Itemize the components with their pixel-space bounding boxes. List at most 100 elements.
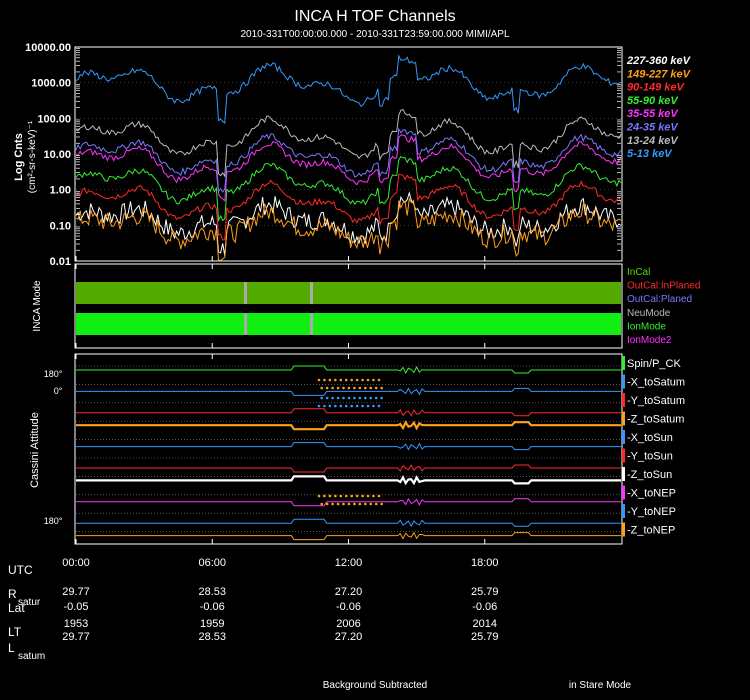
- att-legend-entry: -Z_toSatum: [627, 414, 684, 426]
- tof-legend-entry: 55-90 keV: [627, 95, 679, 107]
- att-oscillation-point: [339, 404, 343, 408]
- table-cell: 28.53: [198, 586, 226, 598]
- tof-legend-entry: 5-13 keV: [627, 148, 673, 160]
- att-oscillation-point: [350, 404, 353, 408]
- table-cell: 25.79: [471, 631, 499, 643]
- mode-legend-entry: OutCal:InPlaned: [627, 281, 700, 292]
- table-row-sublabel: satum: [18, 651, 45, 662]
- mode-gap-1: [244, 282, 247, 304]
- att-oscillation-point: [323, 378, 326, 382]
- att-legend-swatch: [622, 467, 625, 481]
- att-oscillation-point: [344, 404, 348, 408]
- att-oscillation-point: [361, 494, 364, 498]
- att-series-line: [76, 518, 621, 528]
- att-legend-entry: -X_toSatum: [627, 377, 685, 389]
- att-oscillation-point: [377, 494, 381, 498]
- mode-bar-ionmode: [76, 313, 621, 335]
- att-series-line: [76, 442, 621, 451]
- att-legend-entry: -Y_toSatum: [627, 395, 685, 407]
- att-series-line: [76, 420, 621, 431]
- tof-y-tick-label: 0.10: [50, 220, 71, 232]
- x-tick-label: 00:00: [62, 557, 90, 569]
- att-oscillation-point: [358, 396, 362, 400]
- tof-series-line: [75, 127, 622, 193]
- att-legend-swatch: [622, 504, 625, 518]
- att-oscillation-point: [355, 378, 359, 382]
- att-series-line: [76, 387, 621, 396]
- att-oscillation-point: [366, 404, 370, 408]
- table-cell: 1953: [64, 618, 88, 630]
- tof-y-label: Log Cnts: [13, 133, 25, 181]
- tof-series-line: [75, 173, 622, 241]
- att-oscillation-point: [328, 378, 332, 382]
- att-series-line: [76, 408, 621, 417]
- att-oscillation-point: [350, 494, 353, 498]
- att-legend-swatch: [622, 485, 625, 500]
- tof-y-tick-label: 1000.00: [31, 78, 71, 90]
- att-series-line: [76, 463, 621, 473]
- att-oscillation-point: [339, 378, 343, 382]
- att-oscillation-point: [374, 502, 378, 506]
- mode-legend-entry: IonMode2: [627, 335, 672, 346]
- att-tick-180-bottom: 180°: [44, 516, 63, 526]
- att-oscillation-point: [353, 502, 356, 506]
- att-oscillation-point: [355, 494, 359, 498]
- att-legend-swatch: [622, 393, 625, 407]
- att-legend-swatch: [622, 448, 625, 463]
- table-cell: -0.05: [63, 601, 88, 613]
- att-oscillation-point: [323, 404, 326, 408]
- att-series-line: [76, 475, 621, 486]
- tof-legend-entry: 90-149 keV: [627, 82, 686, 94]
- tof-y-tick-label: 1.00: [50, 185, 71, 197]
- tof-y-tick-label: 10000.00: [25, 42, 71, 54]
- mode-gap-4: [310, 313, 313, 335]
- att-oscillation-point: [355, 404, 359, 408]
- tof-series-line: [75, 197, 622, 261]
- mode-bars: [76, 282, 621, 335]
- att-oscillation-point: [353, 386, 356, 390]
- att-oscillation-point: [336, 396, 340, 400]
- mode-legend: InCal OutCal:InPlaned OutCal:Planed NeuMode…: [627, 267, 700, 346]
- table-row-label: R: [8, 587, 17, 601]
- att-oscillation-point: [366, 494, 370, 498]
- att-legend-swatch: [622, 430, 625, 444]
- table-cell: 1959: [200, 618, 224, 630]
- mode-legend-entry: InCal: [627, 267, 650, 278]
- att-oscillation-point: [331, 396, 334, 400]
- mode-legend-entry: IonMode: [627, 321, 666, 332]
- table-cell: 2006: [336, 618, 360, 630]
- att-oscillation-point: [358, 502, 362, 506]
- tof-legend-entry: 149-227 keV: [627, 68, 692, 80]
- table-cell: 29.77: [62, 586, 90, 598]
- x-tick-label: 12:00: [335, 557, 363, 569]
- x-ticks: 00:00 06:00 12:00 18:00: [62, 256, 499, 569]
- att-oscillation-point: [372, 378, 375, 382]
- att-oscillation-point: [372, 404, 375, 408]
- att-oscillation-point: [339, 494, 343, 498]
- tof-series-line: [75, 108, 622, 178]
- attitude-series-group: [76, 365, 621, 541]
- att-oscillation-point: [364, 396, 367, 400]
- tof-legend-entry: 13-24 keV: [627, 135, 679, 147]
- tof-series-group: [75, 54, 622, 261]
- att-oscillation-point: [350, 378, 353, 382]
- mode-legend-entry: OutCal:Planed: [627, 294, 692, 305]
- att-oscillation-point: [325, 396, 329, 400]
- tof-y-tick-label: 0.01: [50, 256, 71, 268]
- tof-y-units: (cm²-sr-s-keV)⁻¹: [27, 120, 38, 193]
- att-tick-0-top: 0°: [54, 386, 63, 396]
- attitude-legend: Spin/P_CK -X_toSatum -Y_toSatum -Z_toSatum -…: [622, 356, 685, 537]
- att-series-line: [76, 531, 621, 541]
- att-legend-swatch: [622, 356, 625, 370]
- mode-gap-2: [310, 282, 313, 304]
- att-oscillation-point: [328, 494, 332, 498]
- att-oscillation-point: [342, 396, 345, 400]
- att-oscillation-point: [320, 502, 324, 506]
- table-cell: 28.53: [198, 631, 226, 643]
- tof-y-tick-label: 10.00: [43, 149, 71, 161]
- table-cell: 25.79: [471, 586, 499, 598]
- tof-y-tick-label: 100.00: [37, 113, 71, 125]
- att-oscillation-point: [361, 404, 364, 408]
